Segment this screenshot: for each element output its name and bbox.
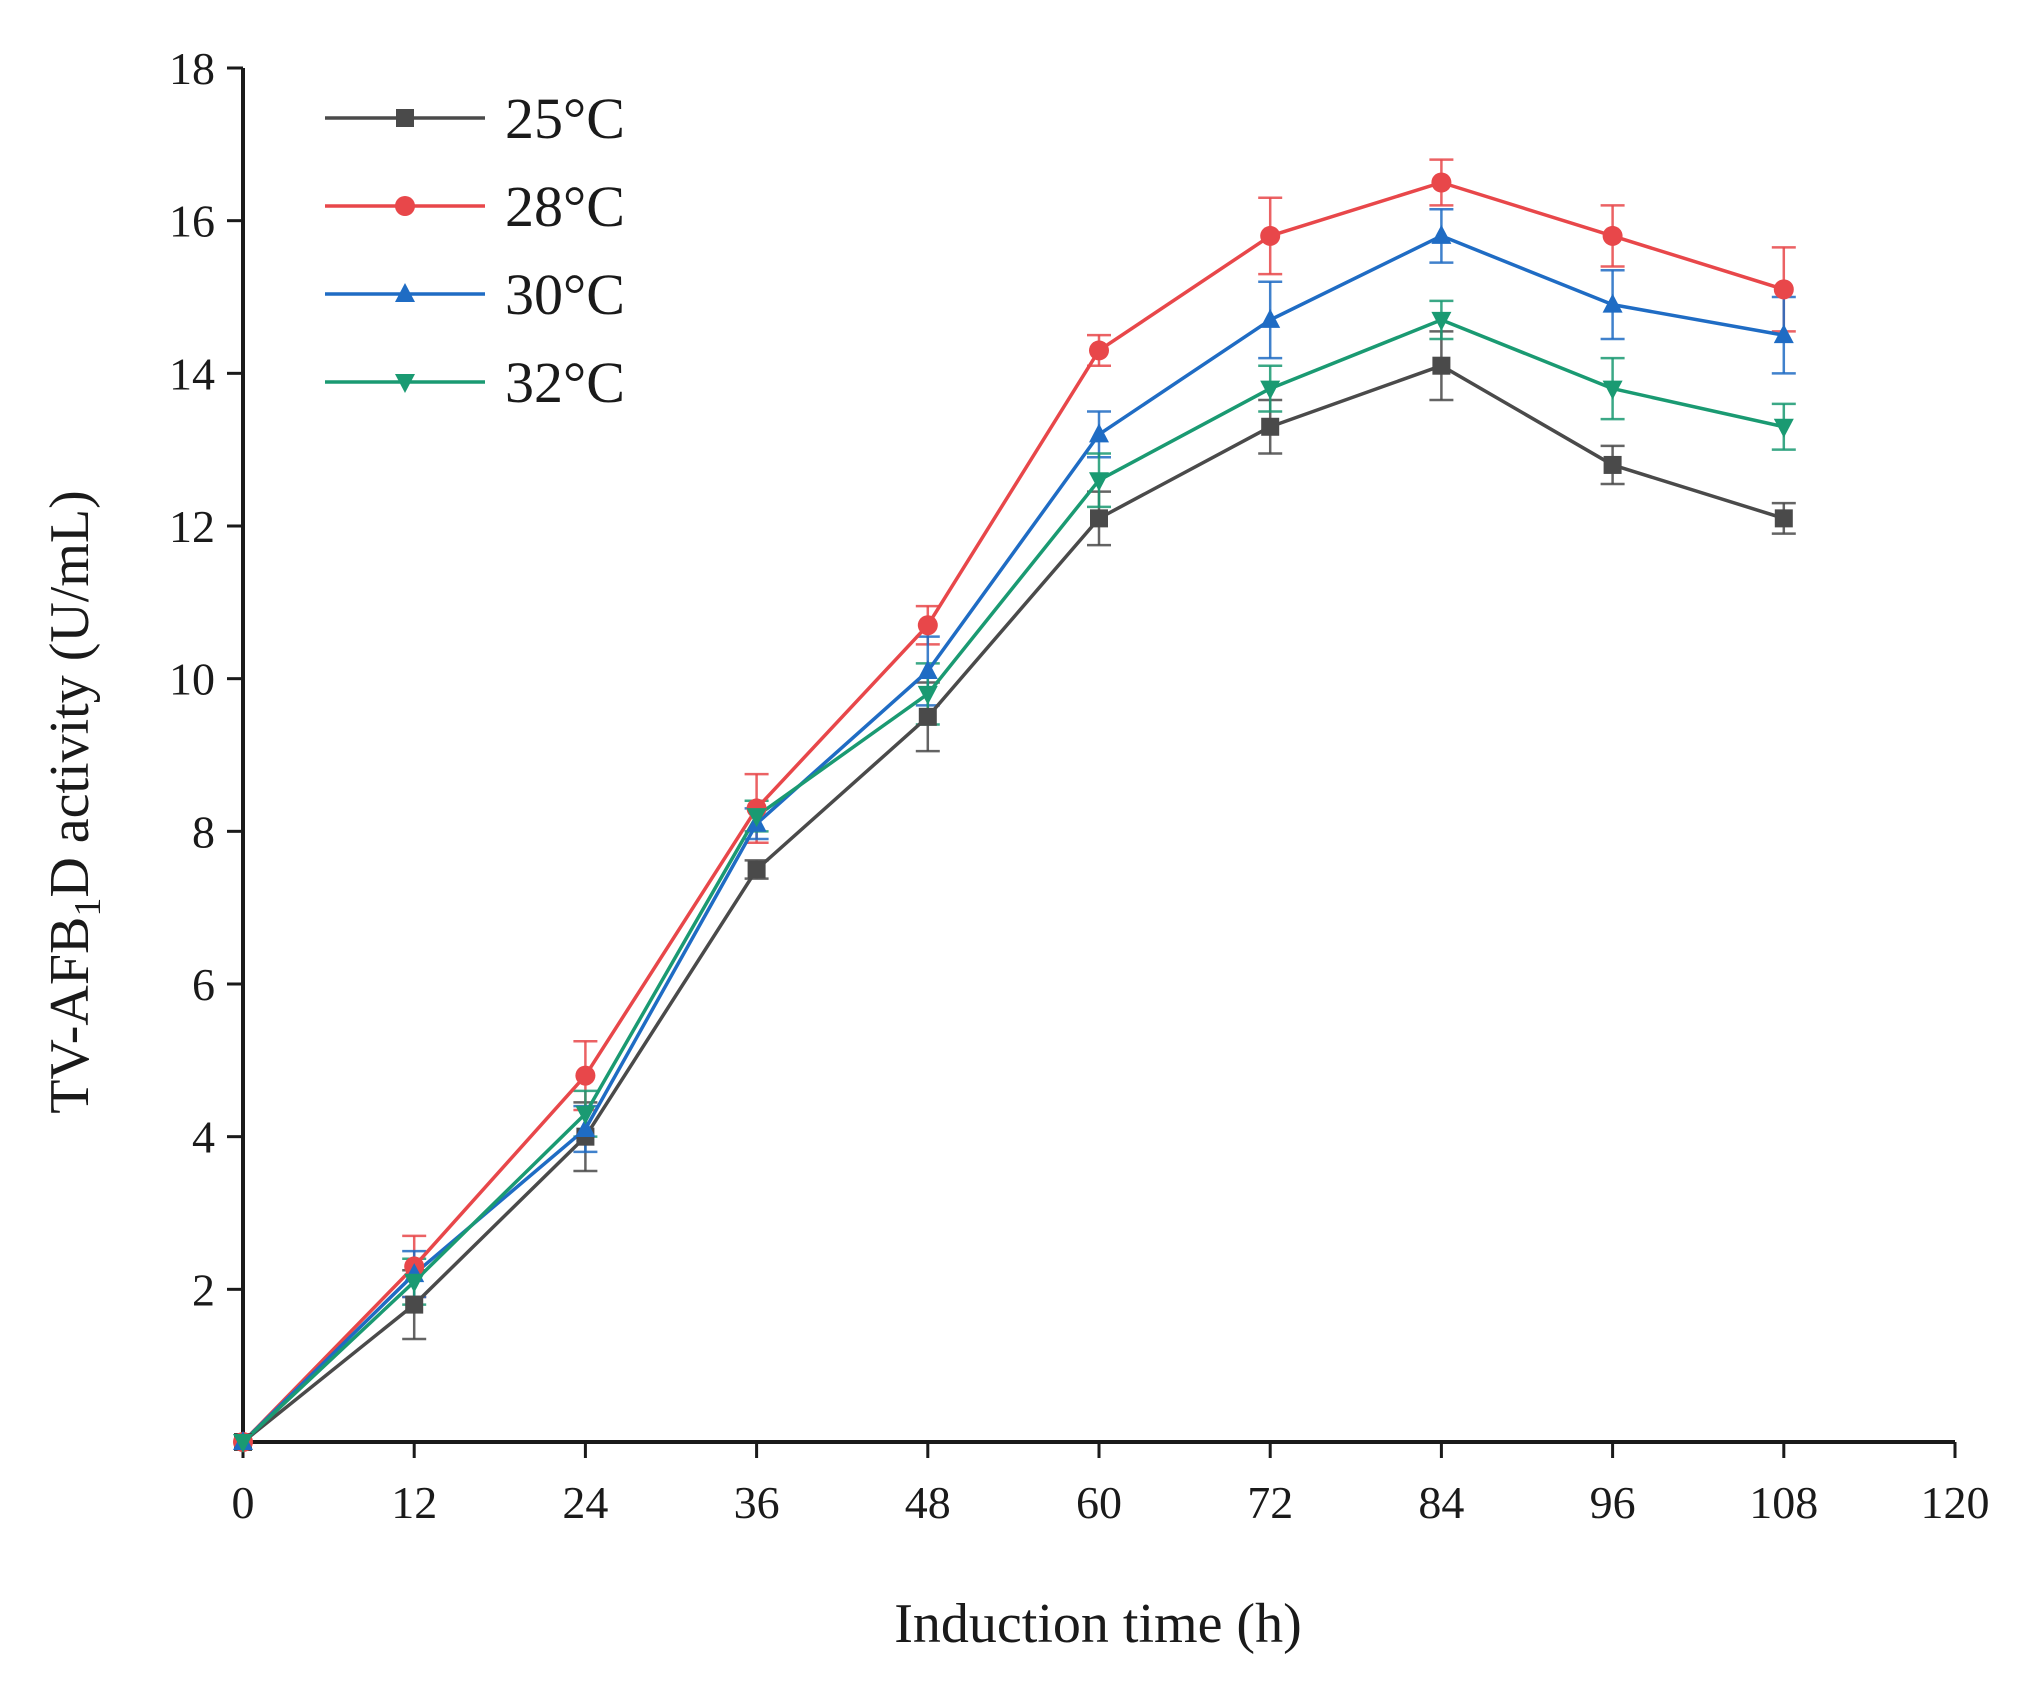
y-axis-title: TV-AFB1D activity (U/mL) — [39, 490, 109, 1114]
legend-label: 25°C — [505, 86, 625, 151]
data-point — [1602, 293, 1623, 313]
x-tick-label: 84 — [1418, 1477, 1464, 1528]
x-axis-title: Induction time (h) — [894, 1593, 1301, 1655]
x-tick-label: 24 — [562, 1477, 608, 1528]
data-point — [1432, 356, 1451, 375]
data-point — [575, 1105, 596, 1125]
legend-marker — [395, 283, 415, 302]
data-point — [1260, 308, 1281, 328]
data-point — [1773, 279, 1794, 300]
data-point — [1260, 380, 1281, 400]
y-tick-label: 6 — [192, 959, 215, 1010]
data-point — [917, 615, 938, 636]
y-tick-label: 12 — [169, 501, 215, 552]
legend-label: 32°C — [505, 350, 625, 415]
legend: 25°C 28°C 30°C 32°C — [325, 86, 625, 415]
x-tick-label: 72 — [1247, 1477, 1293, 1528]
error-bars — [402, 158, 1796, 1341]
y-tick-label: 8 — [192, 806, 215, 857]
x-tick-label: 12 — [391, 1477, 437, 1528]
x-tick-label: 48 — [905, 1477, 951, 1528]
y-axis-title-rest: D activity (U/mL) — [39, 490, 101, 897]
y-tick-label: 4 — [192, 1112, 215, 1163]
data-point — [917, 660, 938, 680]
y-tick-label: 2 — [192, 1264, 215, 1315]
data-markers — [233, 172, 1794, 1453]
legend-marker — [395, 196, 415, 216]
data-point — [1773, 418, 1794, 438]
x-tick-label: 96 — [1590, 1477, 1636, 1528]
data-point — [1431, 311, 1452, 331]
legend-marker — [395, 374, 415, 393]
data-point — [1431, 224, 1452, 244]
data-point — [1603, 455, 1622, 474]
y-axis-title-main: TV-AFB — [39, 917, 101, 1114]
x-tick-label: 120 — [1921, 1477, 1990, 1528]
x-tick-label: 36 — [734, 1477, 780, 1528]
data-point — [404, 1273, 425, 1293]
data-point — [747, 860, 766, 879]
x-tick-label: 0 — [232, 1477, 255, 1528]
y-tick-label: 10 — [169, 654, 215, 705]
data-point — [1602, 225, 1623, 246]
data-point — [1774, 509, 1793, 528]
series-line — [241, 180, 1785, 1444]
data-point — [233, 1434, 253, 1453]
data-point — [918, 707, 937, 726]
data-point — [405, 1295, 424, 1314]
x-tick-label: 108 — [1749, 1477, 1818, 1528]
data-point — [1602, 380, 1623, 400]
data-point — [575, 1118, 596, 1138]
data-point — [1431, 172, 1452, 193]
legend-label: 30°C — [505, 262, 625, 327]
data-point — [917, 685, 938, 705]
data-point — [1773, 324, 1794, 344]
series-line — [241, 234, 1785, 1444]
y-tick-label: 16 — [169, 196, 215, 247]
data-point — [1090, 509, 1108, 528]
legend-marker — [396, 109, 414, 127]
data-point — [1089, 472, 1109, 492]
data-point — [1261, 417, 1280, 436]
series-line — [241, 363, 1785, 1444]
y-tick-label: 18 — [169, 43, 215, 94]
series-lines — [241, 180, 1785, 1444]
data-point — [575, 1065, 596, 1086]
legend-label: 28°C — [505, 174, 625, 239]
series-line — [241, 318, 1785, 1444]
data-point — [746, 808, 767, 828]
y-tick-label: 14 — [169, 348, 215, 399]
x-tick-label: 60 — [1076, 1477, 1122, 1528]
data-point — [1089, 340, 1109, 361]
data-point — [1089, 423, 1109, 443]
data-point — [1260, 225, 1281, 246]
y-axis-title-subscript: 1 — [67, 898, 109, 917]
